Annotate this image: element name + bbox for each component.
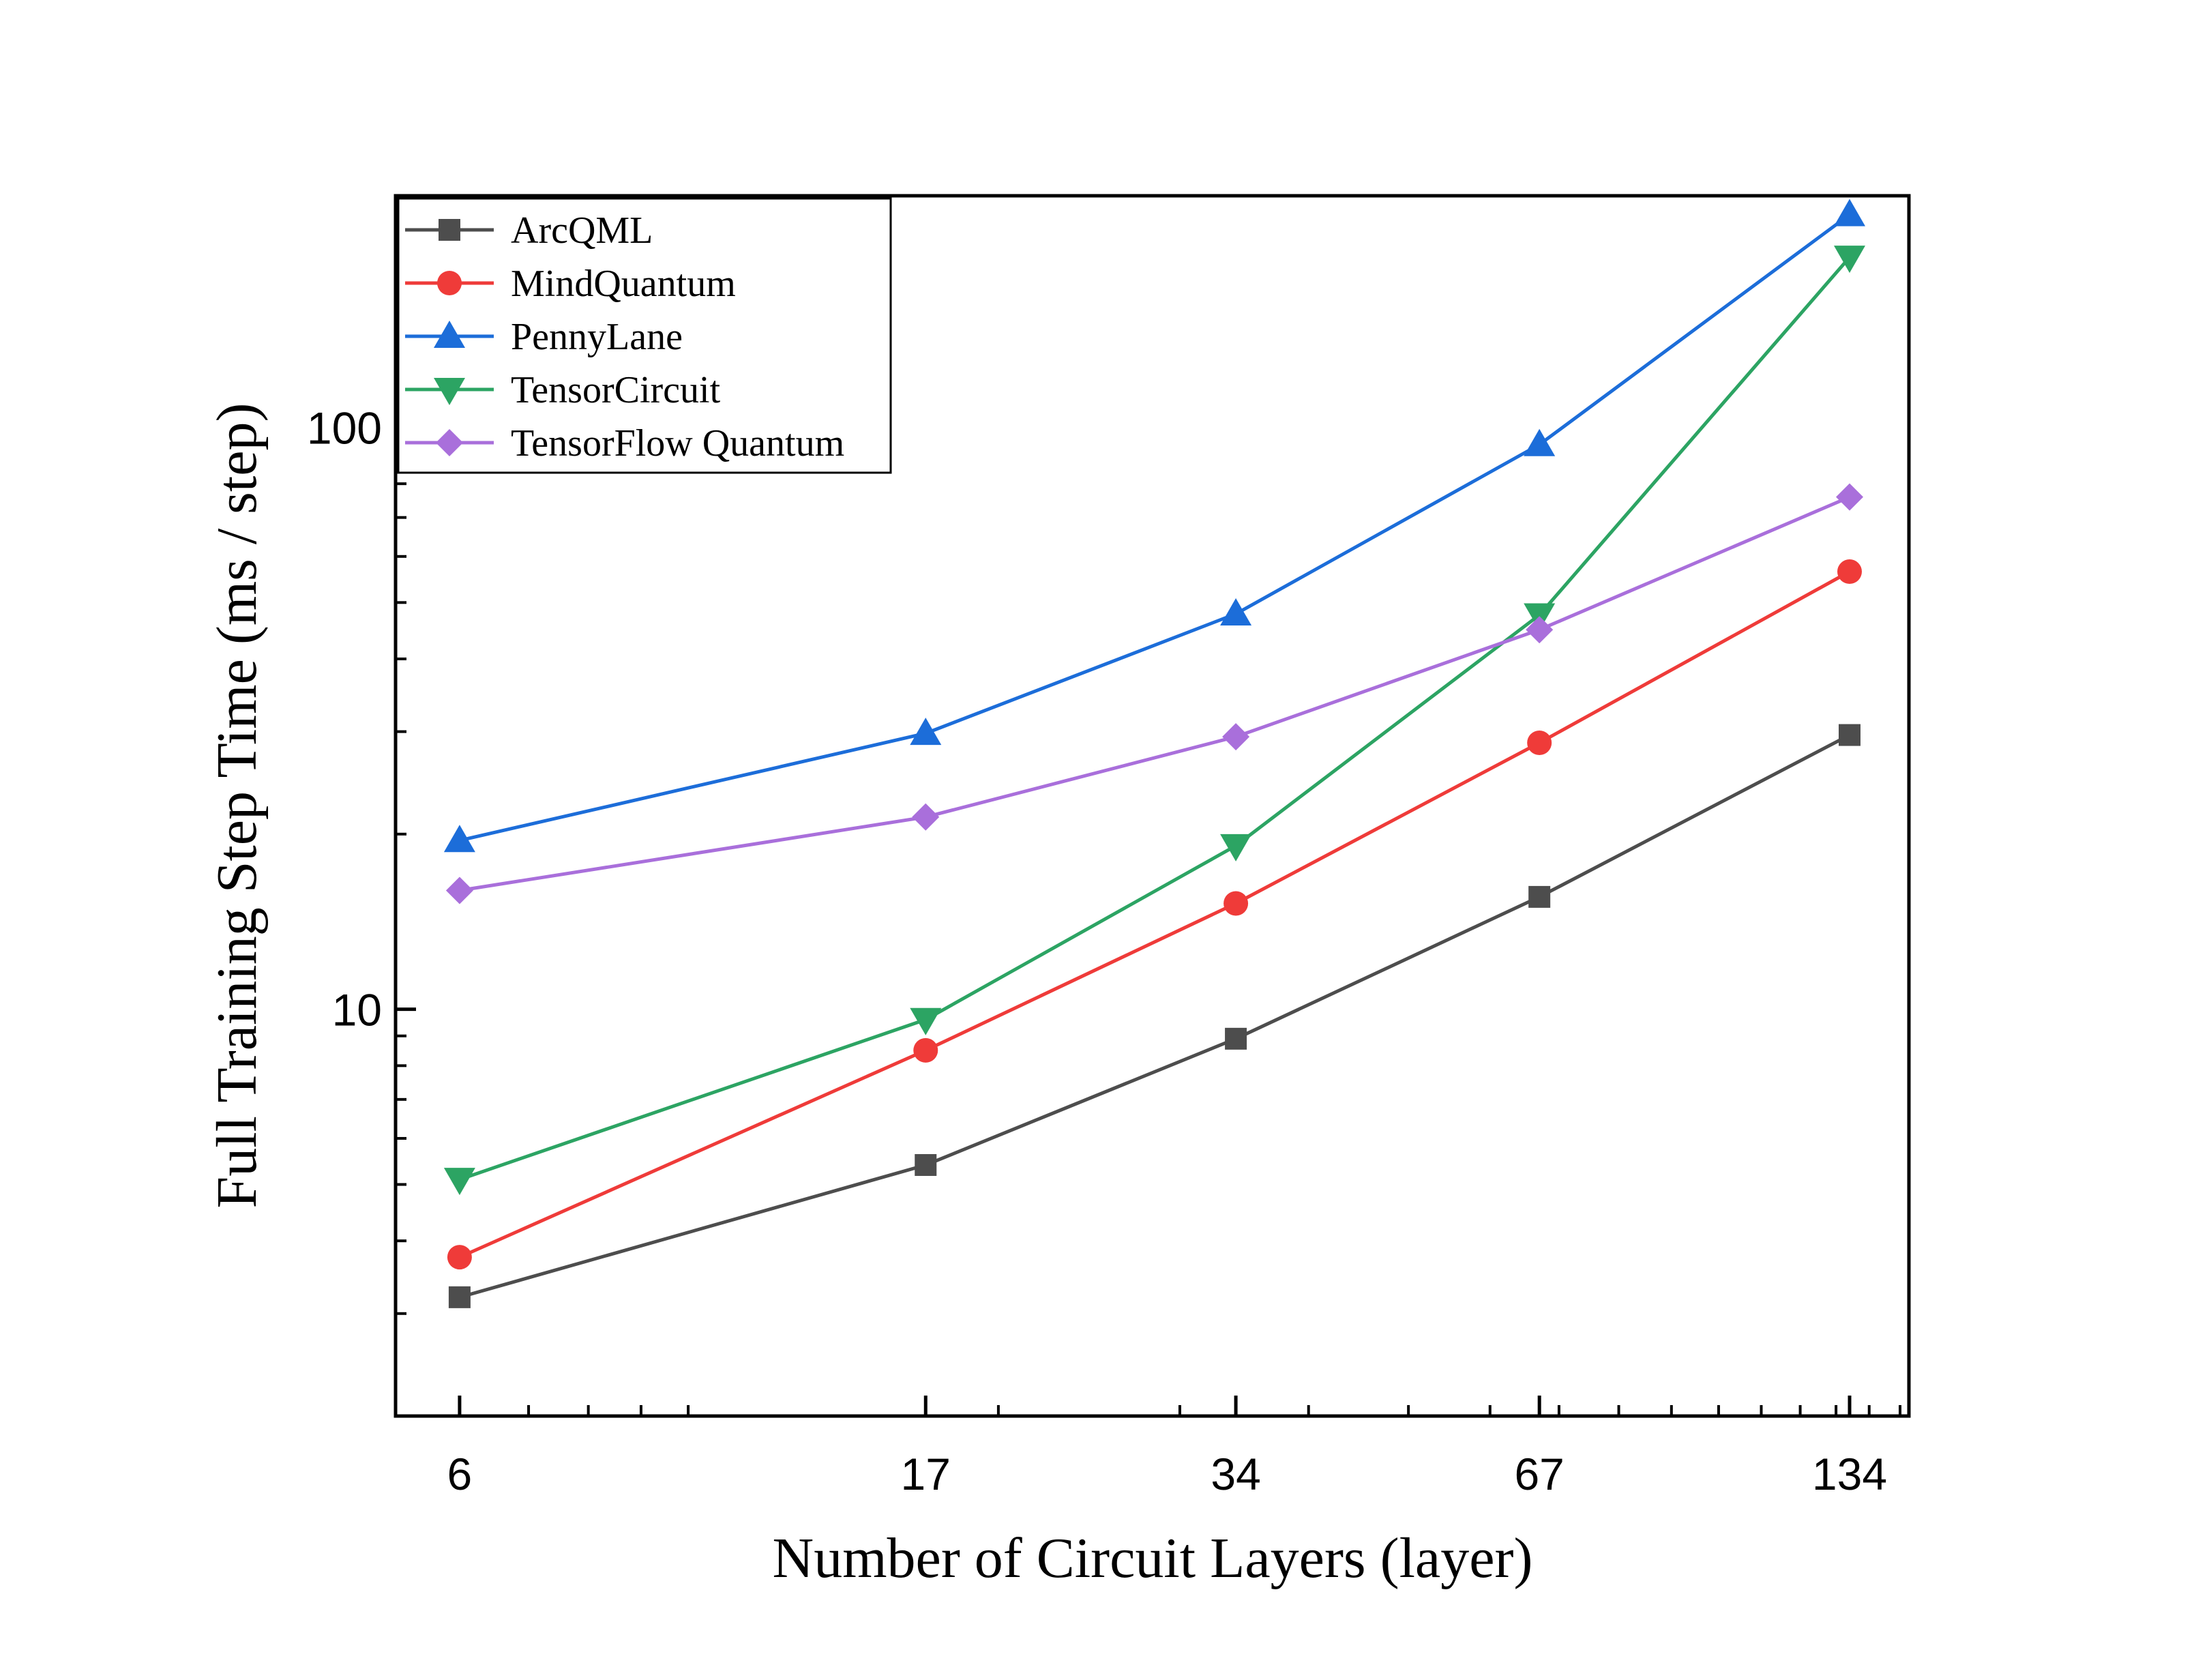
legend: ArcQML MindQuantum PennyLane TensorCircuit T… xyxy=(397,197,892,474)
legend-marker xyxy=(439,219,460,241)
data-point xyxy=(1833,198,1865,226)
legend-item: ArcQML xyxy=(405,209,653,252)
series-tensorcircuit xyxy=(443,246,1865,1196)
legend-label: PennyLane xyxy=(511,316,683,358)
legend-marker xyxy=(437,271,462,295)
data-point xyxy=(443,825,475,853)
legend-label: MindQuantum xyxy=(511,263,736,305)
legend-label: TensorFlow Quantum xyxy=(511,422,844,465)
data-point xyxy=(912,803,940,831)
legend-label: ArcQML xyxy=(511,209,653,252)
legend-item: MindQuantum xyxy=(405,263,736,305)
data-point xyxy=(1524,428,1556,456)
data-point xyxy=(1224,891,1249,916)
data-point xyxy=(910,718,942,746)
legend-item: TensorFlow Quantum xyxy=(405,422,844,465)
legend-marker xyxy=(436,429,463,456)
data-point xyxy=(448,1286,471,1308)
series-group xyxy=(443,198,1865,1308)
x-tick-label: 67 xyxy=(1514,1449,1564,1499)
legend-item: TensorCircuit xyxy=(405,369,721,411)
series-pennylane xyxy=(443,198,1865,853)
data-point xyxy=(1528,885,1551,908)
data-point xyxy=(445,876,473,904)
data-point xyxy=(1526,616,1554,644)
data-point xyxy=(910,1007,942,1035)
legend-marker xyxy=(434,321,465,348)
legend-item: PennyLane xyxy=(405,316,683,358)
series-tensorflow-quantum xyxy=(445,483,1863,904)
x-tick-label: 34 xyxy=(1211,1449,1260,1499)
data-point xyxy=(1833,246,1865,274)
series-mindquantum xyxy=(447,559,1862,1270)
x-axis-title: Number of Circuit Layers (layer) xyxy=(773,1527,1533,1590)
x-tick-label: 6 xyxy=(447,1449,473,1499)
data-point xyxy=(1220,598,1252,626)
data-point xyxy=(1220,834,1252,861)
x-tick-label: 17 xyxy=(901,1449,951,1499)
data-point xyxy=(1837,559,1862,585)
data-point xyxy=(1838,724,1861,746)
series-arcqml xyxy=(448,724,1861,1308)
legend-label: TensorCircuit xyxy=(511,369,721,411)
data-point xyxy=(913,1037,938,1063)
data-point xyxy=(443,1168,475,1196)
data-point xyxy=(1222,723,1250,751)
data-point xyxy=(1835,483,1863,511)
data-point xyxy=(447,1245,472,1270)
data-point xyxy=(1225,1027,1247,1050)
y-tick-label: 100 xyxy=(307,403,382,454)
y-axis-title: Full Training Step Time (ms / step) xyxy=(205,403,269,1209)
data-point xyxy=(1527,731,1552,756)
plot-frame xyxy=(394,194,1911,1418)
legend-marker xyxy=(434,378,465,405)
data-point xyxy=(915,1153,937,1176)
x-tick-label: 134 xyxy=(1812,1449,1887,1499)
y-tick-label: 10 xyxy=(332,985,382,1035)
axis-ticks: 6 17 34 67 134 10 100 xyxy=(307,250,1902,1499)
